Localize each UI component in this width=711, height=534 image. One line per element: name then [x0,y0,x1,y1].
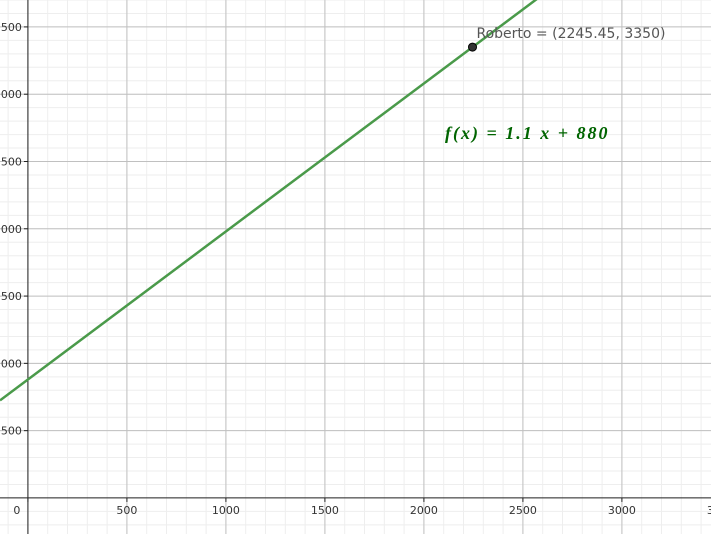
y-tick-label: 1500 [0,290,22,303]
marks: f(x) = 1.1 x + 880 Roberto = (2245.45, 33… [0,0,666,402]
point-label: Roberto = (2245.45, 3350) [477,26,666,42]
x-tick-label: 3000 [608,504,636,517]
y-tick-label: 2500 [0,155,22,168]
y-tick-label: 2000 [0,223,22,236]
y-tick-label: 1000 [0,357,22,370]
x-tick-label: 1000 [212,504,240,517]
x-tick-label: 2500 [509,504,537,517]
x-tick-label: 500 [116,504,137,517]
x-tick-label: 1500 [311,504,339,517]
x-tick-label: 2000 [410,504,438,517]
point [468,42,478,52]
y-tick-label: 3000 [0,88,22,101]
function-label: f(x) = 1.1 x + 880 [445,123,610,144]
function-line [0,0,538,402]
y-tick-label: 500 [1,425,22,438]
x-tick-label: 0 [13,504,20,517]
